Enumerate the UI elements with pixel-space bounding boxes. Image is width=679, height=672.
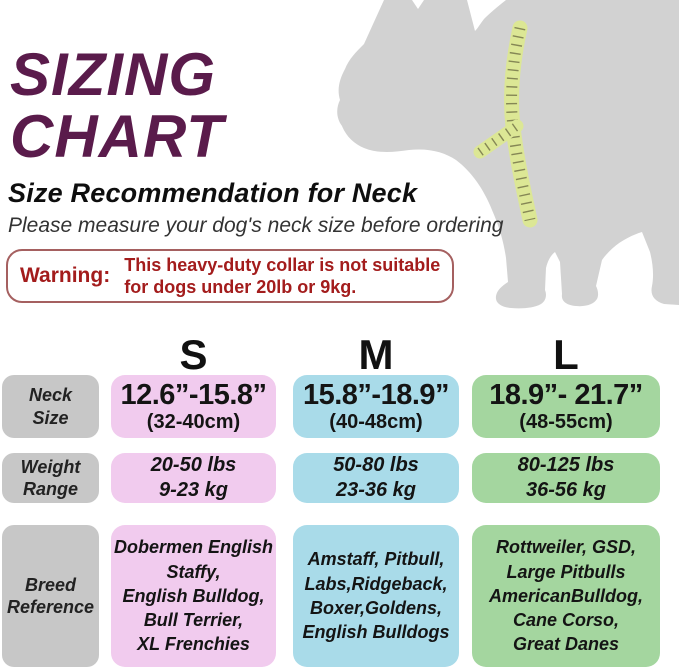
row-label-weight-range: Weight Range: [2, 453, 99, 503]
page-title-line2: CHART: [10, 103, 224, 170]
neck-size-cm-s: (32-40cm): [146, 410, 241, 433]
neck-size-inches-s: 12.6”-15.8”: [120, 379, 267, 412]
breed-list-s: Dobermen English Staffy, English Bulldog…: [113, 537, 274, 655]
weight-lbs-m: 50-80 lbs: [333, 454, 419, 476]
warning-message: This heavy-duty collar is not suitable f…: [124, 254, 441, 298]
size-header-m: M: [358, 331, 394, 378]
measuring-tape-throat-strip: [473, 119, 524, 159]
weight-lbs-l: 80-125 lbs: [517, 454, 615, 476]
subtitle: Size Recommendation for Neck: [8, 178, 418, 208]
breed-reference-cell-m: Amstaff, Pitbull, Labs,Ridgeback, Boxer,…: [293, 525, 459, 667]
breed-list-m: Amstaff, Pitbull, Labs,Ridgeback, Boxer,…: [302, 549, 450, 643]
neck-size-inches-m: 15.8”-18.9”: [302, 379, 450, 412]
row-label-neck-size: Neck Size: [2, 375, 99, 438]
page-title: SIZING CHART: [10, 44, 224, 168]
neck-size-cell-s: 12.6”-15.8” (32-40cm): [111, 375, 276, 438]
tagline: Please measure your dog's neck size befo…: [8, 214, 504, 237]
measuring-tape: [473, 20, 538, 228]
weight-range-cell-s: 20-50 lbs 9-23 kg: [111, 453, 276, 503]
warning-box: Warning: This heavy-duty collar is not s…: [6, 249, 454, 303]
weight-kg-l: 36-56 kg: [525, 479, 607, 501]
weight-kg-s: 9-23 kg: [159, 479, 228, 501]
size-header-s: S: [179, 331, 208, 378]
breed-reference-cell-l: Rottweiler, GSD, Large Pitbulls American…: [472, 525, 660, 667]
breed-list-l: Rottweiler, GSD, Large Pitbulls American…: [488, 537, 644, 655]
row-label-breed-reference: Breed Reference: [2, 525, 99, 667]
dog-silhouette-illustration: [337, 0, 679, 309]
weight-range-cell-m: 50-80 lbs 23-36 kg: [293, 453, 459, 503]
size-header-l: L: [553, 331, 579, 378]
page-title-line1: SIZING: [10, 41, 217, 108]
neck-size-cm-m: (40-48cm): [329, 410, 423, 433]
weight-range-cell-l: 80-125 lbs 36-56 kg: [472, 453, 660, 503]
warning-label: Warning:: [20, 264, 111, 287]
dog-body-shape: [337, 0, 679, 309]
neck-size-cm-l: (48-55cm): [519, 410, 613, 433]
breed-reference-cell-s: Dobermen English Staffy, English Bulldog…: [111, 525, 276, 667]
weight-kg-m: 23-36 kg: [335, 479, 417, 501]
neck-size-inches-l: 18.9”- 21.7”: [489, 379, 643, 412]
weight-lbs-s: 20-50 lbs: [150, 454, 237, 476]
size-table: S M L Neck Size 12.6”-15.8” (32-40cm) 15…: [2, 330, 660, 667]
neck-size-cell-m: 15.8”-18.9” (40-48cm): [293, 375, 459, 438]
neck-size-cell-l: 18.9”- 21.7” (48-55cm): [472, 375, 660, 438]
